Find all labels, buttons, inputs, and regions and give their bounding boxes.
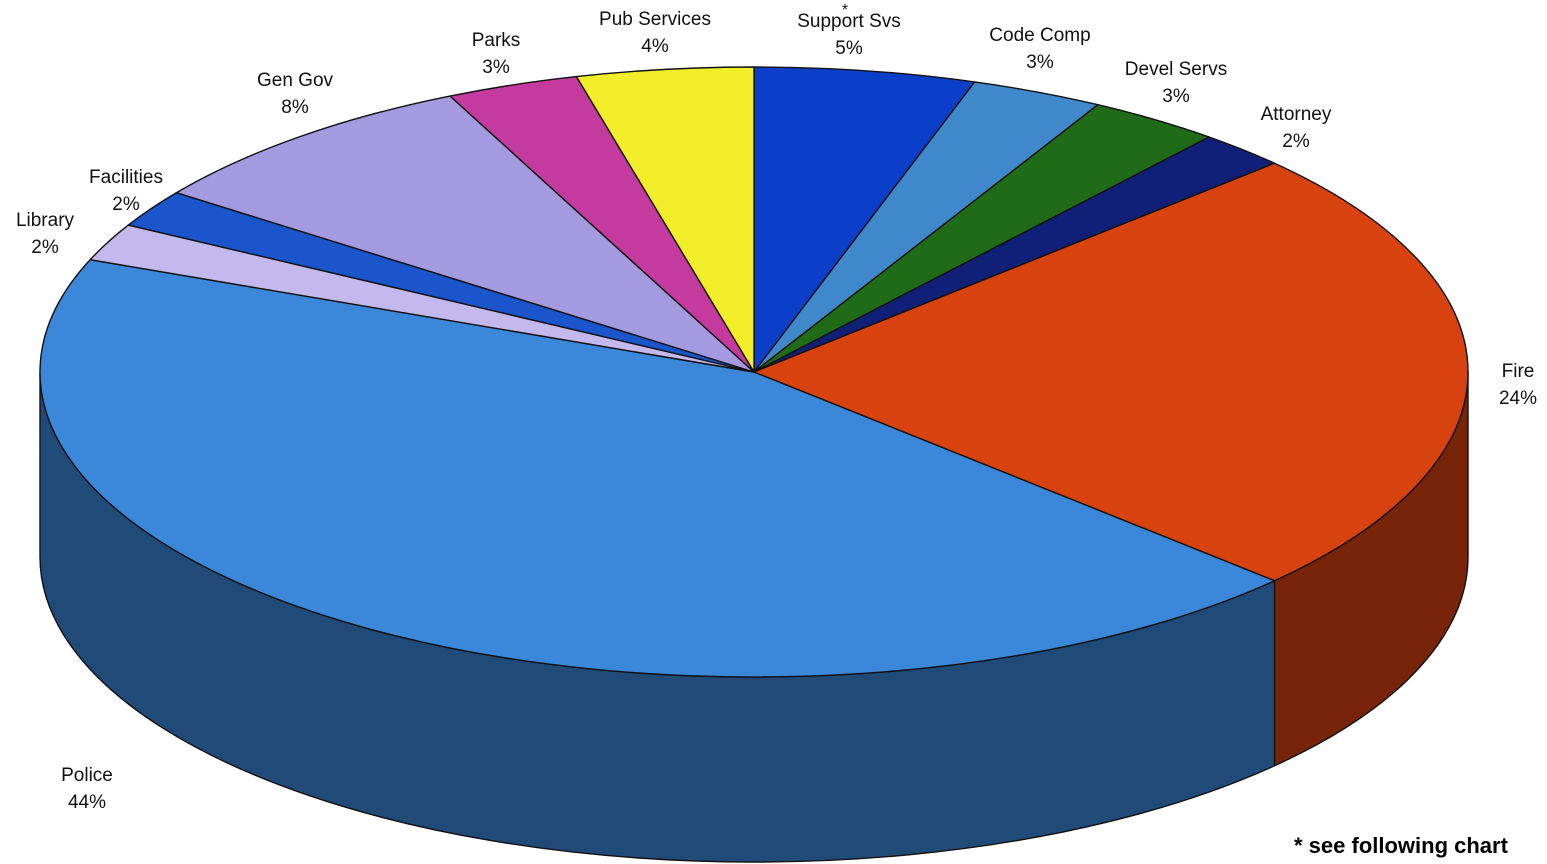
pie-slice-pub-services	[575, 66, 755, 373]
pie-slice-gen-gov	[175, 95, 755, 373]
slice-value-gen-gov: 8%	[281, 97, 309, 118]
slice-label-fire: Fire	[1502, 361, 1535, 382]
pie-slice-police	[39, 259, 1276, 678]
pie-top-faces	[39, 66, 1469, 678]
slice-label-pub-services: Pub Services	[599, 9, 711, 30]
slice-value-parks: 3%	[482, 57, 510, 78]
slice-label-gen-gov: Gen Gov	[257, 70, 334, 91]
pie-slice-support-svs	[753, 66, 976, 373]
slice-label-facilities: Facilities	[89, 167, 163, 188]
slice-label-parks: Parks	[472, 30, 521, 51]
pie-labels: Support Svs 5% * Code Comp 3% Devel Servs 3% At…	[16, 2, 1537, 813]
slice-value-pub-services: 4%	[641, 36, 669, 57]
slice-value-police: 44%	[68, 792, 106, 813]
slice-label-attorney: Attorney	[1261, 104, 1332, 125]
pie-slice-fire	[753, 162, 1469, 582]
chart-footnote: * see following chart	[1294, 833, 1508, 858]
slice-value-devel-servs: 3%	[1162, 86, 1190, 107]
slice-value-attorney: 2%	[1282, 131, 1310, 152]
footnote-mark-support-svs: *	[842, 2, 848, 19]
slice-label-library: Library	[16, 210, 75, 231]
slice-value-library: 2%	[31, 237, 59, 258]
slice-label-support-svs: Support Svs	[797, 11, 901, 32]
slice-value-facilities: 2%	[112, 194, 140, 215]
slice-label-devel-servs: Devel Servs	[1125, 59, 1227, 80]
slice-value-fire: 24%	[1499, 388, 1537, 409]
slice-value-code-comp: 3%	[1026, 52, 1054, 73]
slice-label-code-comp: Code Comp	[989, 25, 1090, 46]
slice-label-police: Police	[61, 765, 113, 786]
slice-value-support-svs: 5%	[835, 38, 863, 59]
